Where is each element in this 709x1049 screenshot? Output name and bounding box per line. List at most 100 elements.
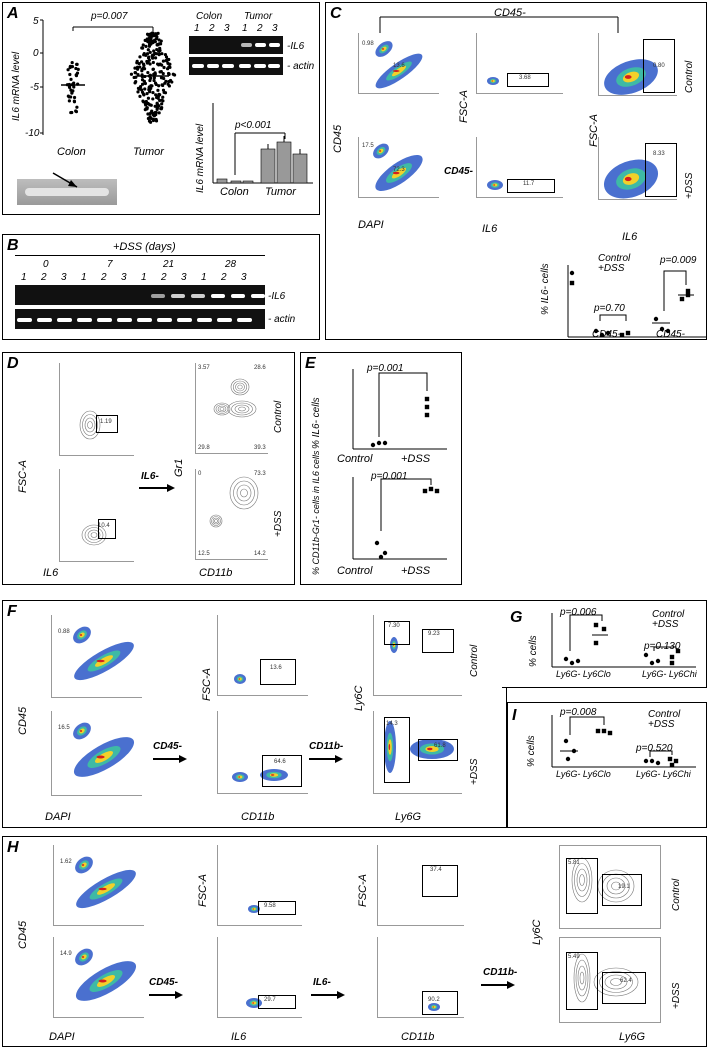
gate-value: 13.6 bbox=[270, 665, 282, 671]
scatter-point bbox=[151, 97, 155, 101]
f-x1: DAPI bbox=[45, 811, 71, 823]
g-legend-dss: +DSS bbox=[652, 619, 679, 630]
panel-label-g: G bbox=[510, 609, 523, 626]
gate-box bbox=[96, 415, 118, 433]
panel-e: E % IL6- cells p=0.001 Control +DSS % CD… bbox=[300, 352, 462, 585]
scatter-point bbox=[75, 105, 79, 109]
scatter-point bbox=[161, 88, 166, 92]
f-arrow2 bbox=[309, 755, 343, 763]
scatter-point bbox=[69, 88, 73, 92]
scatter-point bbox=[144, 44, 148, 48]
scatter-point bbox=[148, 62, 152, 66]
actin-band bbox=[137, 318, 152, 322]
scatter-point bbox=[146, 40, 150, 44]
scatter-ytick-5: 5 bbox=[33, 16, 39, 27]
photo-arrow bbox=[52, 172, 78, 188]
e-bottom-ylabel: % CD11b-Gr1- cells in IL6 cells bbox=[311, 450, 321, 575]
gate-box bbox=[507, 179, 555, 193]
gate-box bbox=[422, 991, 458, 1015]
dot-dss bbox=[673, 758, 679, 764]
scatter-point bbox=[151, 56, 155, 60]
colon-photo bbox=[17, 179, 117, 205]
c-x3: IL6 bbox=[622, 231, 638, 243]
bars-pval: p<0.001 bbox=[235, 120, 272, 131]
scatter-point bbox=[146, 70, 150, 75]
gate-value: 9.23 bbox=[428, 631, 440, 637]
h-arrow2 bbox=[311, 991, 345, 999]
scatter-point bbox=[172, 73, 177, 77]
scatter-point bbox=[153, 40, 157, 44]
dot-control bbox=[563, 656, 569, 662]
actin-band bbox=[37, 318, 52, 322]
panel-label-h: H bbox=[7, 839, 19, 856]
p-bracket bbox=[649, 750, 673, 757]
h-y1: CD45 bbox=[17, 920, 29, 949]
scatter-point bbox=[161, 95, 165, 99]
scatter-point bbox=[157, 38, 161, 42]
dot-dss bbox=[619, 332, 625, 338]
scatter-plot bbox=[40, 19, 177, 135]
f-arrow1 bbox=[153, 755, 187, 763]
facs-c-2b: 11.7 bbox=[476, 137, 563, 198]
i-p1: p=0.008 bbox=[560, 707, 597, 718]
scatter-point bbox=[157, 63, 161, 67]
scatter-point bbox=[150, 84, 154, 88]
dot-dss bbox=[424, 396, 430, 402]
scatter-point bbox=[165, 67, 170, 71]
scatter-point bbox=[142, 53, 146, 57]
actin-band bbox=[77, 318, 92, 322]
dot-dss bbox=[607, 730, 613, 736]
scatter-point bbox=[72, 99, 76, 103]
scatter-point bbox=[141, 66, 146, 70]
p-bracket bbox=[663, 270, 687, 311]
h-arrow1-label: CD45- bbox=[149, 977, 178, 988]
g-ylabel: % cells bbox=[528, 635, 539, 667]
gate-box bbox=[422, 629, 454, 653]
gel-b-il6 bbox=[15, 285, 265, 305]
c-legend-control: Control bbox=[598, 253, 631, 264]
dot-control bbox=[382, 550, 388, 556]
gate-value: 1.19 bbox=[100, 419, 112, 425]
panel-label-c: C bbox=[330, 5, 342, 22]
scatter-point bbox=[149, 76, 153, 80]
actin-band bbox=[57, 318, 72, 322]
dot-control bbox=[565, 756, 571, 762]
dot-control bbox=[593, 328, 599, 334]
gel-b-lane: 3 bbox=[61, 272, 67, 283]
gel-group-colon: Colon bbox=[196, 11, 223, 22]
dot-dss bbox=[669, 762, 675, 768]
gel-b-lane: 2 bbox=[161, 272, 167, 283]
scatter-point bbox=[150, 53, 155, 57]
scatter-point bbox=[74, 109, 78, 113]
h-arrow1 bbox=[149, 991, 183, 999]
dot-control bbox=[378, 554, 384, 560]
c-row-control: Control bbox=[684, 60, 695, 93]
h-y2: FSC-A bbox=[197, 874, 209, 907]
dot-control bbox=[659, 326, 665, 332]
panel-label-a: A bbox=[7, 5, 19, 22]
c-y1: CD45 bbox=[332, 124, 344, 153]
dot-dss bbox=[685, 288, 691, 294]
scatter-point bbox=[70, 110, 74, 115]
gate-value: 0.98 bbox=[362, 41, 374, 47]
panel-f: F CD45 0.88 16.5 DAPI CD45- FSC-A 13.6 6… bbox=[2, 600, 507, 828]
gel-b-lane: 3 bbox=[241, 272, 247, 283]
scatter-point bbox=[153, 104, 157, 108]
p-bracket bbox=[380, 478, 432, 531]
scatter-ylabel: IL6 mRNA level bbox=[11, 51, 22, 121]
scatter-point bbox=[140, 46, 144, 50]
scatter-point bbox=[72, 95, 77, 100]
panel-label-d: D bbox=[7, 355, 19, 372]
scatter-point bbox=[72, 85, 76, 89]
scatter-point bbox=[147, 119, 152, 123]
dot-dss bbox=[679, 296, 685, 302]
i-p2: p=0.520 bbox=[636, 743, 673, 754]
day-21: 21 bbox=[163, 259, 175, 270]
gate-box bbox=[418, 739, 458, 761]
p-bracket bbox=[599, 314, 627, 321]
facs-h-3b: 90.2 bbox=[377, 937, 464, 1018]
scatter-point bbox=[151, 60, 155, 65]
gel-band-actin: - actin bbox=[287, 61, 315, 72]
facs-h-3a: 37.4 bbox=[377, 845, 464, 926]
dot-control bbox=[665, 328, 671, 334]
